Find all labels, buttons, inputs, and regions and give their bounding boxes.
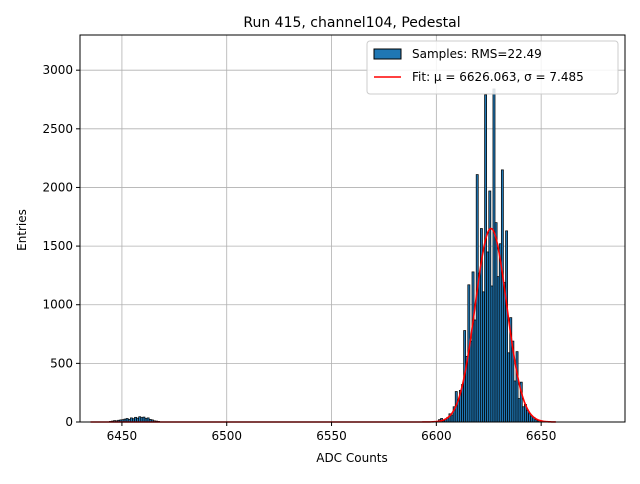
x-axis-label: ADC Counts	[316, 451, 388, 465]
y-tick-label: 0	[65, 415, 73, 429]
y-tick-label: 1500	[42, 239, 73, 253]
legend: Samples: RMS=22.49 Fit: μ = 6626.063, σ …	[366, 40, 619, 95]
y-tick-label: 500	[50, 356, 73, 370]
y-axis-label: Entries	[15, 209, 29, 251]
chart-title: Run 415, channel104, Pedestal	[243, 15, 460, 31]
legend-histogram-label: Samples: RMS=22.49	[412, 47, 542, 61]
y-tick-label: 3000	[42, 63, 73, 77]
legend-box	[366, 40, 619, 95]
plot-frame	[79, 34, 626, 423]
legend-fit-label: Fit: μ = 6626.063, σ = 7.485	[412, 70, 584, 84]
x-tick-label: 6450	[107, 429, 138, 443]
y-tick-label: 1000	[42, 298, 73, 312]
histogram-bars	[108, 88, 540, 423]
y-tick-label: 2000	[42, 180, 73, 194]
x-tick-label: 6650	[526, 429, 557, 443]
x-tick-label: 6600	[421, 429, 452, 443]
x-tick-label: 6500	[211, 429, 242, 443]
y-axis-ticks: 0 500 1000 1500 2000 2500 3000	[42, 63, 80, 429]
x-axis-ticks: 6450 6500 6550 6600 6650	[107, 422, 557, 443]
legend-histogram-swatch	[373, 48, 402, 60]
y-tick-label: 2500	[42, 122, 73, 136]
x-tick-label: 6550	[316, 429, 347, 443]
